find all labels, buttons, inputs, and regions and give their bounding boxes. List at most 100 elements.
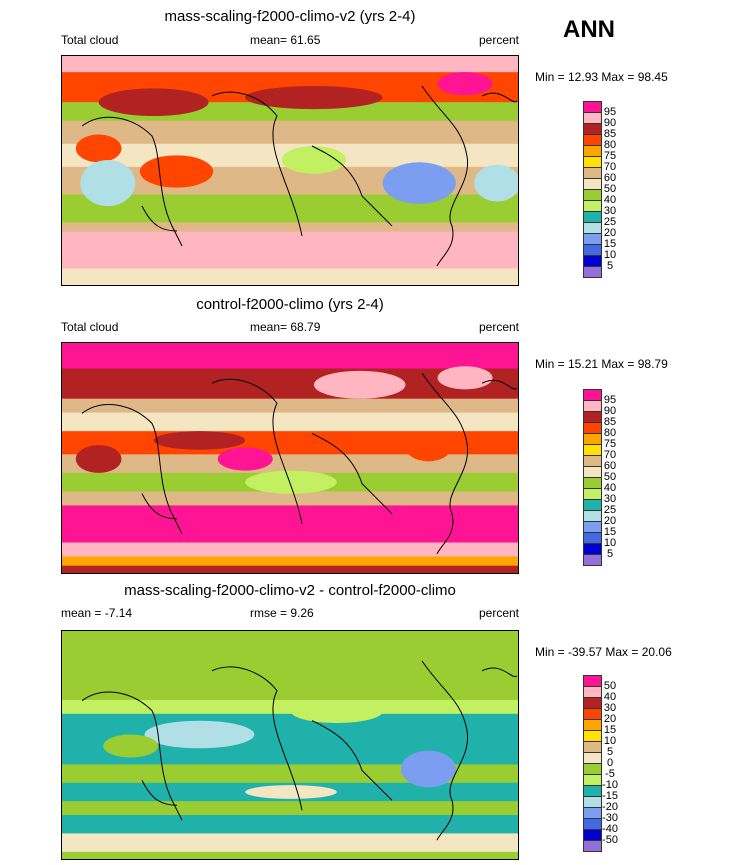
min-max-label: Min = -39.57 Max = 20.06	[535, 645, 672, 659]
colorbar-label: 0	[606, 757, 614, 769]
coastline	[81, 404, 183, 535]
colorbar-label: 30	[603, 205, 617, 217]
contour-band	[62, 120, 518, 145]
colorbar-label: 10	[603, 735, 617, 747]
contour-region	[291, 700, 383, 723]
coastline	[421, 85, 469, 267]
contour-band	[62, 398, 518, 414]
colorbar-label: -10	[602, 779, 618, 791]
colorbar-box	[583, 697, 602, 708]
panel-center-label: mean= 68.79	[250, 320, 321, 334]
coastline	[421, 660, 469, 841]
colorbar-box	[583, 477, 602, 488]
colorbar-label: 90	[603, 117, 617, 129]
colorbar-label: 40	[603, 194, 617, 206]
coastline	[311, 720, 393, 801]
colorbar-label: -20	[602, 801, 618, 813]
colorbar-label: 20	[603, 713, 617, 725]
contour-band	[62, 222, 518, 233]
colorbar-box	[583, 266, 602, 278]
colorbar-box	[583, 686, 602, 697]
colorbar-label: 70	[603, 449, 617, 461]
contour-band	[62, 268, 518, 285]
colorbar-box	[583, 112, 602, 123]
colorbar-label: -50	[602, 834, 618, 846]
colorbar-box	[583, 752, 602, 763]
contour-region	[153, 431, 246, 450]
colorbar-label: 80	[603, 139, 617, 151]
coastline	[481, 667, 518, 678]
panel-units: percent	[478, 33, 519, 47]
contour-region	[139, 155, 214, 188]
contour-band	[62, 454, 518, 474]
contour-region	[103, 734, 159, 758]
contour-band	[62, 194, 518, 224]
panel-title: control-f2000-climo (yrs 2-4)	[196, 296, 384, 313]
contour-region	[245, 470, 337, 494]
coastline	[211, 91, 303, 237]
colorbar-label: 85	[603, 128, 617, 140]
colorbar-box	[583, 708, 602, 719]
colorbar-box	[583, 840, 602, 852]
colorbar-box	[583, 433, 602, 444]
colorbar-label: 25	[603, 216, 617, 228]
colorbar-label: 20	[603, 227, 617, 239]
contour-region	[437, 366, 493, 390]
colorbar-box	[583, 134, 602, 145]
colorbar-label: 10	[603, 537, 617, 549]
panel-units: percent	[478, 320, 519, 334]
colorbar-label: 60	[603, 172, 617, 184]
contour-band	[62, 56, 518, 74]
colorbar-label: 30	[603, 493, 617, 505]
contour-map	[61, 630, 519, 860]
colorbar-label: 40	[603, 691, 617, 703]
colorbar-box	[583, 543, 602, 554]
contour-region	[217, 447, 273, 471]
colorbar-box	[583, 123, 602, 134]
coastline	[421, 372, 469, 555]
coastline	[211, 378, 303, 524]
season-label: ANN	[563, 16, 615, 43]
colorbar-label: 90	[603, 405, 617, 417]
colorbar-box	[583, 145, 602, 156]
colorbar-box	[583, 719, 602, 730]
contour-band	[62, 700, 518, 715]
colorbar-label: 85	[603, 416, 617, 428]
min-max-label: Min = 15.21 Max = 98.79	[535, 357, 668, 371]
panel-center-label: rmse = 9.26	[250, 606, 314, 620]
colorbar-box	[583, 741, 602, 752]
colorbar-label: 95	[603, 106, 617, 118]
contour-region	[382, 162, 456, 204]
contour-region	[75, 134, 122, 163]
colorbar-box	[583, 785, 602, 796]
colorbar-box	[583, 211, 602, 222]
colorbar-box	[583, 763, 602, 774]
colorbar-label: 80	[603, 427, 617, 439]
contour-region	[144, 720, 255, 749]
colorbar-box	[583, 807, 602, 818]
colorbar-box	[583, 796, 602, 807]
contour-map	[61, 55, 519, 286]
contour-band	[62, 491, 518, 507]
colorbar-box	[583, 532, 602, 543]
colorbar-label: 5	[606, 260, 614, 272]
contour-band	[62, 343, 518, 370]
panel-units: percent	[478, 606, 519, 620]
coastline	[141, 205, 178, 232]
coastline	[141, 780, 178, 806]
coastline	[481, 379, 518, 390]
colorbar-label: 25	[603, 504, 617, 516]
colorbar-box	[583, 101, 602, 112]
contour-region	[75, 445, 122, 473]
colorbar-box	[583, 411, 602, 422]
colorbar-box	[583, 499, 602, 510]
colorbar-box	[583, 818, 602, 829]
colorbar-box	[583, 829, 602, 840]
panel-center-label: mean= 61.65	[250, 33, 321, 47]
colorbar-label: 5	[606, 746, 614, 758]
contour-band	[62, 556, 518, 567]
colorbar-label: 70	[603, 161, 617, 173]
contour-band	[62, 505, 518, 544]
colorbar	[583, 389, 602, 566]
colorbar-label: -30	[602, 812, 618, 824]
